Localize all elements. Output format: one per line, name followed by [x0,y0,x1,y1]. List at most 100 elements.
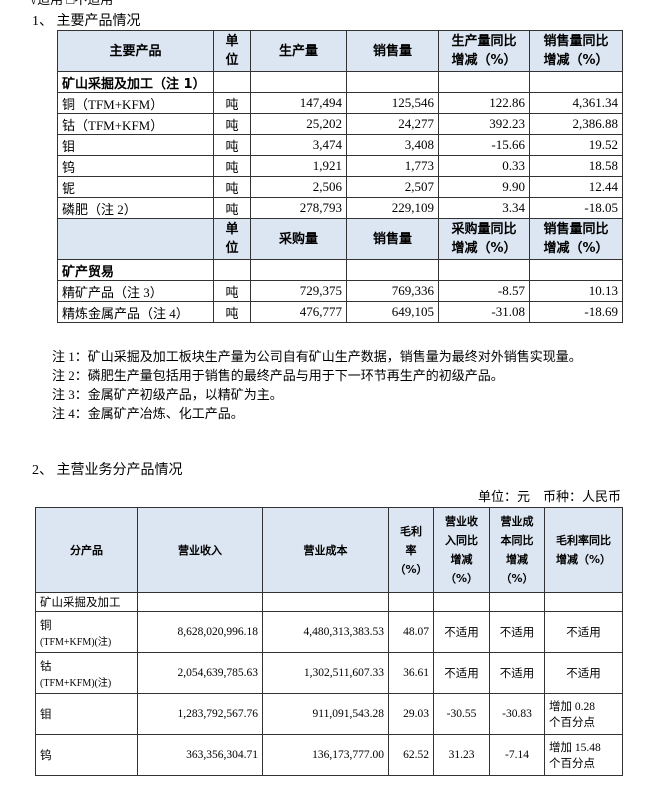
cell-line: 增减（%） [451,53,517,68]
cell: 钴 (TFM+KFM)(注) [35,652,138,694]
cell [388,592,434,612]
cell-line: 个百分点 [549,717,595,729]
cell-line: 本同比 [500,534,534,547]
product-table: 主要产品单位生产量 销售量 生产量同比 增减（%） 销售量同比 增减（%） 矿山采掘及加工（… [57,30,623,323]
cell: 911,091,543.28 [262,693,389,735]
cell: 不适用 [544,652,623,694]
cell: 不适用 [433,611,490,653]
cell: 29.03 [388,693,434,735]
cell: 2,507 [346,176,439,198]
cell: -7.14 [489,734,545,776]
cell: 采购量同比 增减（%） [438,218,530,260]
cell-line: （%） [444,572,479,585]
cell: 19.52 [529,134,623,156]
cell: 2,054,639,785.63 [137,652,263,694]
cell-line: 铜 [40,619,52,632]
cell-line: 销售量同比 [543,34,609,49]
cell: 不适用 [544,611,623,653]
data-row: 钼吨 3,474 3,408 -15.66 19.52 [57,134,623,156]
cell [433,592,490,612]
cell: 营业收 入同比 增减 （%） [433,507,490,593]
cell: 62.52 [388,734,434,776]
data-row: 精矿产品（注 3）吨 729,375 769,336 -8.57 10.13 [57,280,623,302]
cell: 25,202 [250,113,347,135]
data-row: 精炼金属产品（注 4）吨 476,777 649,105 -31.08 -18.69 [57,301,623,323]
note: 注 1：矿山采掘及加工板块生产量为公司自有矿山生产数据，销售量为最终对外销售实现… [52,349,582,364]
cell: 钨 [57,155,214,177]
cell: 单位 [213,218,251,260]
cell: 毛利率 （%） [388,507,434,593]
cell: 9.90 [438,176,530,198]
cell-line: 增加 0.28 [549,701,595,713]
note: 注 3：金属矿产初级产品，以精矿为主。 [52,387,283,402]
cell: 吨 [213,134,251,156]
data-row: 磷肥（注 2）吨 278,793 229,109 3.34 -18.05 [57,197,623,219]
cell-line: 增减（%） [555,553,612,566]
cell [262,592,389,612]
cell-line: (TFM+KFM)(注) [40,636,112,648]
cell-line: 营业成 [500,515,534,528]
cell: 销售量同比 增减（%） [529,218,623,260]
cell: 钴（TFM+KFM） [57,113,214,135]
cell: 769,336 [346,280,439,302]
cell: 主要产品 [57,30,214,72]
cell: 营业成 本同比 增减 （%） [489,507,545,593]
cell: -30.55 [433,693,490,735]
cell: 147,494 [250,92,347,114]
note: 注 2：磷肥生产量包括用于销售的最终产品与用于下一环节再生产的初级产品。 [52,368,504,383]
cell: 钼 [35,693,138,735]
data-row: 钴 (TFM+KFM)(注) 2,054,639,785.63 1,302,511,6… [35,652,623,694]
cell: 钨 [35,734,138,776]
cell: 销售量 [346,30,439,72]
cell-line: 销售量 [372,43,412,59]
cell-line: 分产品 [70,543,103,557]
cell: 生产量同比 增减（%） [438,30,530,72]
cell [438,71,530,93]
cell-line: 采购量 [278,231,318,247]
cell: 吨 [213,92,251,114]
data-row: 钨 363,356,304.71 136,173,777.00 62.52 31.23-… [35,734,623,776]
cell-line: （%） [394,562,428,576]
cell-line: 生产量 [278,43,318,59]
cell: 不适用 [489,611,545,653]
cell: -18.05 [529,197,623,219]
cell [544,592,623,612]
cell-line: 毛利 [400,524,422,538]
cell-line: 率 [405,543,417,557]
cell: 矿山采掘及加工（注 1） [57,71,214,93]
cell-line: 增减 [506,553,528,566]
cell-line: 增减（%） [543,241,609,256]
cell: 2,506 [250,176,347,198]
cell-line: 增减（%） [543,53,609,68]
cell: 125,546 [346,92,439,114]
cell: 吨 [213,280,251,302]
section-row: 矿山采掘及加工 [35,592,623,612]
cell: 矿产贸易 [57,259,214,281]
cell: 营业成本 [262,507,389,593]
unit-line: 单位：元 币种：人民币 [477,489,621,504]
cell-line: (TFM+KFM)(注) [40,677,112,689]
cell: 生产量 [250,30,347,72]
section-row: 矿产贸易 [57,259,623,281]
cell: 2,386.88 [529,113,623,135]
cell-line: 入同比 [445,534,478,547]
cell: 3.34 [438,197,530,219]
data-row: 铜 (TFM+KFM)(注) 8,628,020,996.18 4,480,313,3… [35,611,623,653]
cell-line: 单 [225,222,239,237]
header-row: 单位 采购量 销售量 采购量同比 增减（%） 销售量同比 增减（%） [57,218,623,260]
cell: 精炼金属产品（注 4） [57,301,214,323]
cell-line: 营业成本 [303,543,348,557]
cell: 10.13 [529,280,623,302]
cell: 476,777 [250,301,347,323]
data-row: 铜（TFM+KFM）吨 147,494 125,546 122.86 4,361.34 [57,92,623,114]
cell: 单位 [213,30,251,72]
cell: 吨 [213,301,251,323]
cell: 增加 0.28 个百分点 [544,693,623,735]
cell: 吨 [213,113,251,135]
cell-line: 销售量 [372,231,412,247]
cell: 吨 [213,197,251,219]
cell: 采购量 [250,218,347,260]
cell: 0.33 [438,155,530,177]
cell: 48.07 [388,611,434,653]
